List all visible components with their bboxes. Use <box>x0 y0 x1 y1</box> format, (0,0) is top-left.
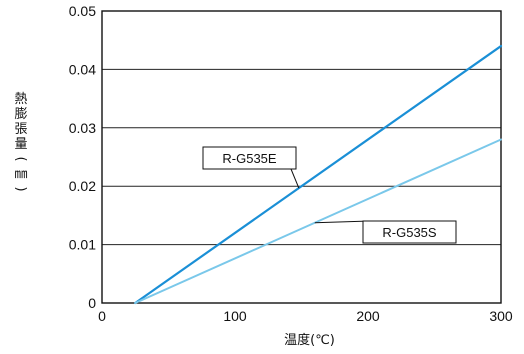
y-axis-label-char: ) <box>13 186 28 191</box>
y-tick-label: 0.02 <box>69 178 96 194</box>
x-tick-label: 0 <box>98 308 106 324</box>
callout-leader-r-g535e <box>290 168 300 189</box>
x-tick-label: 300 <box>489 308 513 324</box>
series-line-r-g535e <box>134 44 503 305</box>
y-tick-label: 0 <box>88 295 96 311</box>
y-tick-label: 0.03 <box>69 120 96 136</box>
callout-box-r-g535e <box>202 146 297 170</box>
x-tick-label: 100 <box>223 308 247 324</box>
y-axis-label-char: ( <box>13 156 28 161</box>
callout-box-r-g535s <box>362 220 457 244</box>
series-label-r-g535e: R-G535E <box>222 151 277 166</box>
y-tick-label: 0.01 <box>69 237 96 253</box>
y-axis-label-char: 膨 <box>14 107 27 122</box>
series-label-r-g535s: R-G535S <box>382 225 437 240</box>
series-line-r-g535s <box>134 138 502 304</box>
x-axis-label: 温度(℃) <box>284 332 335 348</box>
x-tick-label: 200 <box>356 308 380 324</box>
y-axis-label-char: 張 <box>14 122 27 137</box>
y-axis-label-char: 量 <box>14 137 27 152</box>
y-axis-label-char: 熱 <box>14 92 27 107</box>
y-tick-label: 0.04 <box>69 61 96 77</box>
y-axis-label-char: ㎜ <box>14 167 27 182</box>
plot-frame <box>101 10 502 304</box>
y-tick-label: 0.05 <box>69 3 96 19</box>
callout-leader-r-g535s <box>314 220 371 224</box>
